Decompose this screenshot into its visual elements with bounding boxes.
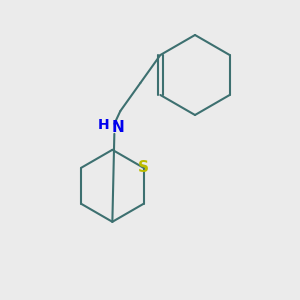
Text: S: S [138, 160, 149, 175]
Text: N: N [112, 120, 125, 135]
Text: H: H [98, 118, 109, 132]
